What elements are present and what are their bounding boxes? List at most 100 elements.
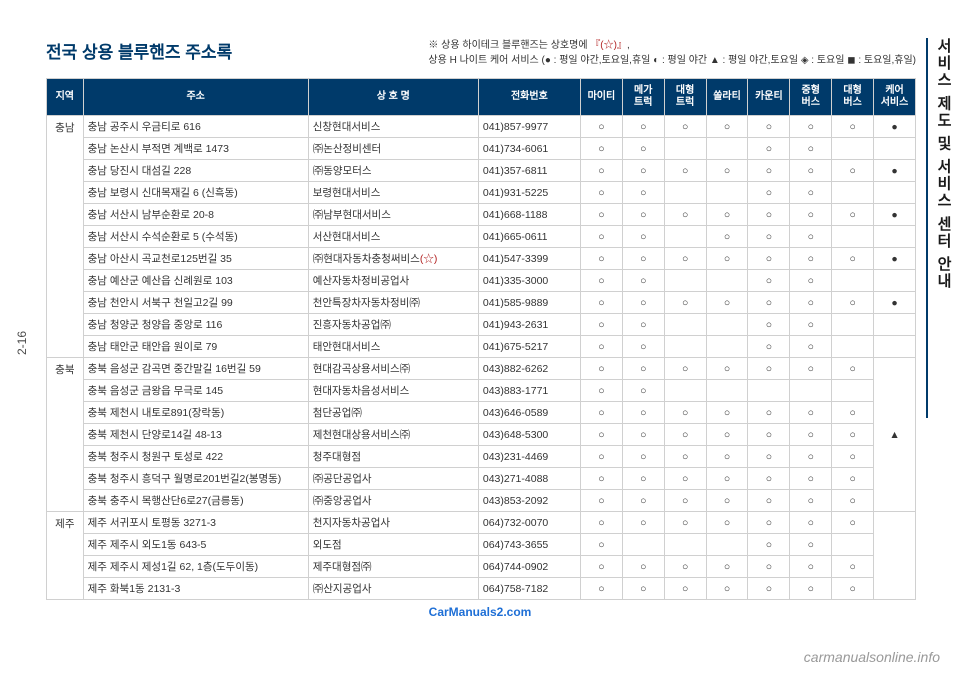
mark-cell <box>664 534 706 556</box>
table-row: 충남 서산시 수석순환로 5 (수석동)서산현대서비스041)665-0611○… <box>47 226 916 248</box>
mark-cell: ○ <box>832 116 874 138</box>
address-cell: 충남 서산시 남부순환로 20-8 <box>83 204 308 226</box>
care-service-cell <box>874 512 916 600</box>
mark-cell: ○ <box>748 534 790 556</box>
region-cell: 충북 <box>47 358 84 512</box>
main-title: 전국 상용 블루핸즈 주소록 <box>46 38 232 63</box>
address-cell: 충북 음성군 감곡면 중간말길 16번길 59 <box>83 358 308 380</box>
mark-cell: ○ <box>622 446 664 468</box>
shop-name-cell: 천안특장차자동차정비㈜ <box>308 292 478 314</box>
mark-cell: ○ <box>832 358 874 380</box>
mark-cell: ○ <box>580 578 622 600</box>
shop-name-cell: 현대감곡상용서비스㈜ <box>308 358 478 380</box>
note-line1-suffix: , <box>627 40 630 51</box>
shop-name-cell: 보령현대서비스 <box>308 182 478 204</box>
table-header-cell: 지역 <box>47 79 84 116</box>
mark-cell: ○ <box>748 226 790 248</box>
mark-cell: ○ <box>748 270 790 292</box>
mark-cell: ○ <box>622 138 664 160</box>
address-cell: 충남 당진시 대섬길 228 <box>83 160 308 182</box>
table-row: 제주 화북1동 2131-3㈜산지공업사064)758-7182○○○○○○○ <box>47 578 916 600</box>
mark-cell <box>874 336 916 358</box>
address-cell: 충남 천안시 서북구 천일고2길 99 <box>83 292 308 314</box>
mark-cell: ○ <box>790 182 832 204</box>
mark-cell: ○ <box>790 512 832 534</box>
mark-cell: ○ <box>706 468 748 490</box>
address-cell: 충남 보령시 신대목재길 6 (신흑동) <box>83 182 308 204</box>
content-area: 전국 상용 블루핸즈 주소록 ※ 상용 하이테크 블루핸즈는 상호명에 『(☆)… <box>46 38 916 600</box>
mark-cell: ○ <box>580 446 622 468</box>
table-row: 충남 서산시 남부순환로 20-8㈜남부현대서비스041)668-1188○○○… <box>47 204 916 226</box>
mark-cell <box>706 182 748 204</box>
table-row: 충남 논산시 부적면 계백로 1473㈜논산정비센터041)734-6061○○… <box>47 138 916 160</box>
page-number: 2-16 <box>15 330 29 354</box>
shop-name-cell: ㈜공단공업사 <box>308 468 478 490</box>
mark-cell: ○ <box>664 292 706 314</box>
mark-cell <box>832 534 874 556</box>
mark-cell: ○ <box>832 424 874 446</box>
mark-cell: ○ <box>706 160 748 182</box>
table-header-cell: 전화번호 <box>478 79 580 116</box>
mark-cell <box>706 314 748 336</box>
shop-name-cell: 제천현대상용서비스㈜ <box>308 424 478 446</box>
mark-cell: ○ <box>748 446 790 468</box>
mark-cell: ○ <box>706 512 748 534</box>
shop-name-cell: ㈜현대자동차충청써비스(☆) <box>308 248 478 270</box>
table-row: 충남 청양군 청양읍 중앙로 116진흥자동차공업㈜041)943-2631○○… <box>47 314 916 336</box>
address-cell: 충남 공주시 우금티로 616 <box>83 116 308 138</box>
mark-cell: ○ <box>790 490 832 512</box>
table-header-cell: 중형버스 <box>790 79 832 116</box>
watermark-carmanualsonline: carmanualsonline.info <box>804 649 940 665</box>
mark-cell: ○ <box>706 578 748 600</box>
mark-cell: ○ <box>622 314 664 336</box>
phone-cell: 043)883-1771 <box>478 380 580 402</box>
phone-cell: 043)882-6262 <box>478 358 580 380</box>
phone-cell: 043)853-2092 <box>478 490 580 512</box>
mark-cell: ○ <box>748 204 790 226</box>
address-cell: 충북 제천시 단양로14길 48-13 <box>83 424 308 446</box>
phone-cell: 041)668-1188 <box>478 204 580 226</box>
mark-cell: ○ <box>748 358 790 380</box>
mark-cell: ○ <box>622 490 664 512</box>
mark-cell: ○ <box>622 402 664 424</box>
mark-cell: ○ <box>664 578 706 600</box>
table-row: 제주 제주시 외도1동 643-5외도점064)743-3655○○○ <box>47 534 916 556</box>
mark-cell: ○ <box>664 204 706 226</box>
shop-name-cell: 태안현대서비스 <box>308 336 478 358</box>
phone-cell: 064)743-3655 <box>478 534 580 556</box>
address-cell: 제주 제주시 제성1길 62, 1층(도두이동) <box>83 556 308 578</box>
note-line1-prefix: ※ 상용 하이테크 블루핸즈는 상호명에 <box>428 40 590 51</box>
phone-cell: 041)585-9889 <box>478 292 580 314</box>
phone-cell: 064)758-7182 <box>478 578 580 600</box>
mark-cell: ○ <box>580 534 622 556</box>
mark-cell: ○ <box>706 490 748 512</box>
mark-cell: ○ <box>580 556 622 578</box>
mark-cell: ○ <box>790 424 832 446</box>
shop-name-cell: 예산자동차정비공업사 <box>308 270 478 292</box>
mark-cell: ○ <box>664 490 706 512</box>
mark-cell: ○ <box>748 468 790 490</box>
shop-name-cell: 신창현대서비스 <box>308 116 478 138</box>
mark-cell: ○ <box>664 248 706 270</box>
mark-cell: ○ <box>748 512 790 534</box>
mark-cell <box>832 138 874 160</box>
table-row: 충북충북 음성군 감곡면 중간말길 16번길 59현대감곡상용서비스㈜043)8… <box>47 358 916 380</box>
shop-name-cell: 천지자동차공업사 <box>308 512 478 534</box>
address-cell: 충남 예산군 예산읍 신례원로 103 <box>83 270 308 292</box>
mark-cell: ○ <box>790 336 832 358</box>
table-row: 충북 충주시 목행산단6로27(금릉동)㈜중앙공업사043)853-2092○○… <box>47 490 916 512</box>
mark-cell: ○ <box>664 446 706 468</box>
phone-cell: 041)547-3399 <box>478 248 580 270</box>
mark-cell: ○ <box>580 182 622 204</box>
table-header-cell: 마이티 <box>580 79 622 116</box>
mark-cell: ○ <box>748 336 790 358</box>
mark-cell: ○ <box>580 292 622 314</box>
phone-cell: 041)943-2631 <box>478 314 580 336</box>
mark-cell: ○ <box>790 556 832 578</box>
mark-cell: ○ <box>832 578 874 600</box>
mark-cell: ○ <box>832 248 874 270</box>
shop-name-cell: ㈜남부현대서비스 <box>308 204 478 226</box>
mark-cell: ○ <box>580 226 622 248</box>
mark-cell: ○ <box>622 468 664 490</box>
mark-cell: ○ <box>706 446 748 468</box>
